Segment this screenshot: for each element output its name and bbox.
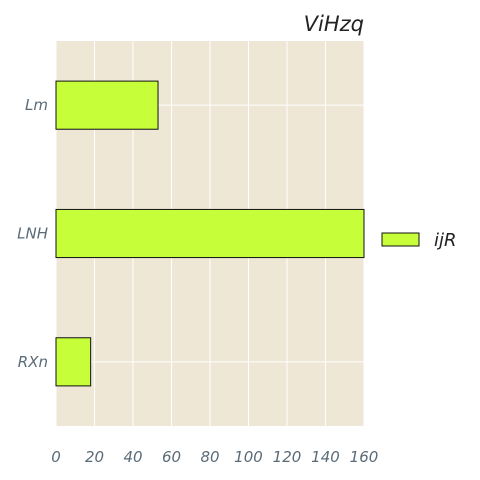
- x-tick-label: 0: [51, 448, 61, 466]
- x-tick-label: 60: [162, 448, 181, 466]
- bars: [55, 80, 365, 387]
- legend-label: ijR: [434, 230, 457, 251]
- y-tick-label: Lm: [25, 96, 48, 114]
- x-tick-label: 160: [350, 448, 379, 466]
- x-tick-label: 40: [123, 448, 142, 466]
- bar-rxn: [55, 337, 92, 387]
- x-tick-label: 120: [273, 448, 302, 466]
- x-tick-label: 140: [311, 448, 340, 466]
- x-tick-labels: 0 20 40 60 80 100 120 140 160: [51, 448, 378, 466]
- y-tick-label: RXn: [18, 353, 48, 371]
- x-tick-label: 20: [85, 448, 104, 466]
- bar-lm: [55, 80, 159, 130]
- legend-swatch: [381, 232, 420, 247]
- y-tick-labels: Lm LNH RXn: [17, 96, 48, 371]
- bar-lnh: [55, 208, 365, 259]
- x-tick-label: 80: [200, 448, 219, 466]
- chart-title: ViHzq: [304, 12, 364, 36]
- y-tick-label: LNH: [17, 225, 48, 243]
- legend: ijR: [381, 230, 457, 251]
- x-tick-label: 100: [234, 448, 263, 466]
